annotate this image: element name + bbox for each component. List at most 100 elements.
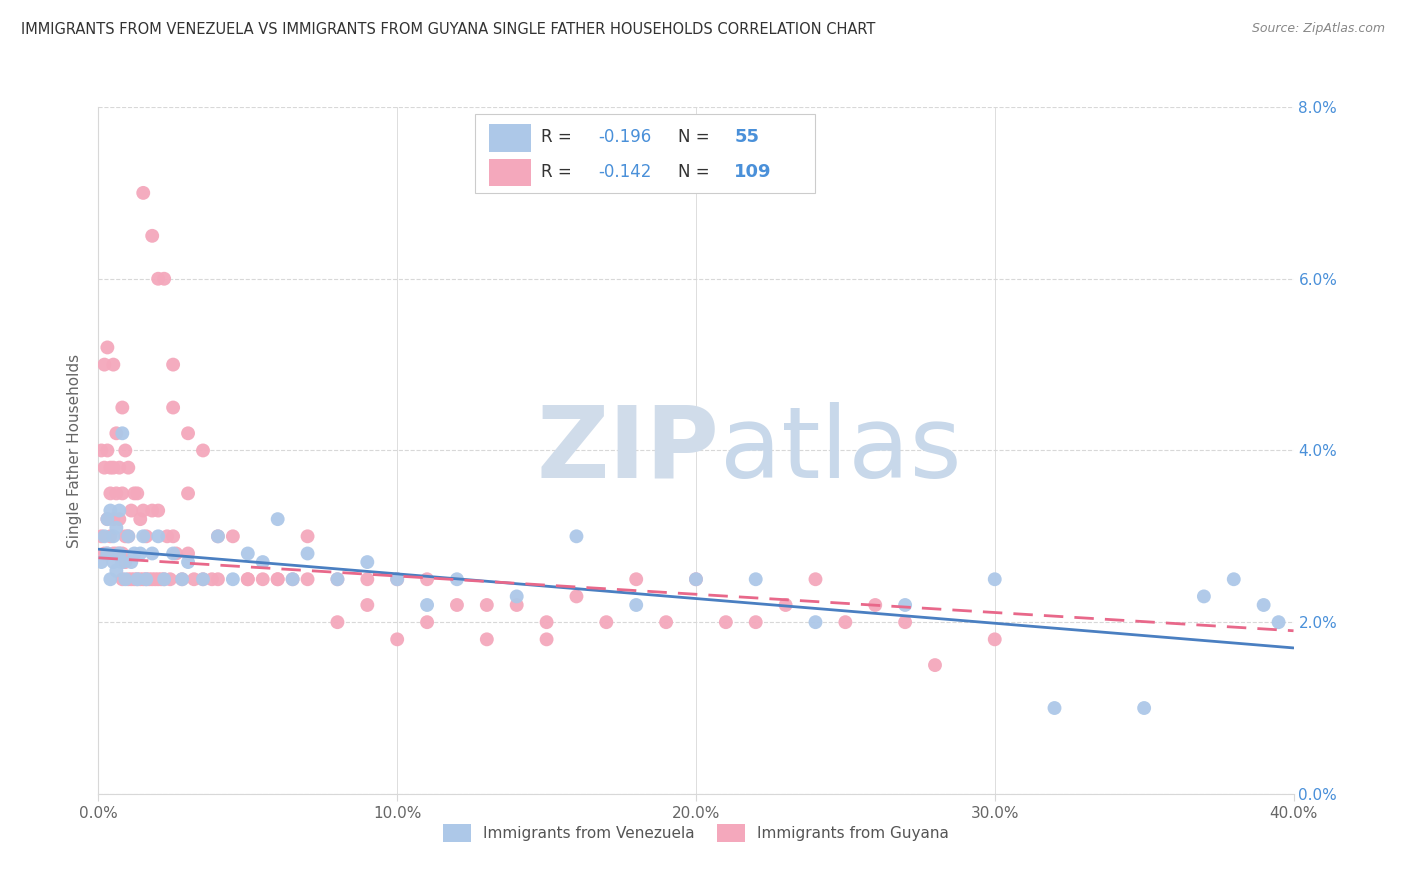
Point xyxy=(105,426,128,441)
Point xyxy=(153,572,176,586)
Point xyxy=(108,460,131,475)
Text: R =: R = xyxy=(541,163,576,181)
Point xyxy=(135,572,157,586)
Point xyxy=(356,598,378,612)
Point xyxy=(124,546,146,561)
Point xyxy=(111,546,134,561)
Point xyxy=(165,546,187,561)
Point xyxy=(103,460,125,475)
Point xyxy=(565,529,588,543)
Point xyxy=(655,615,678,630)
Point xyxy=(148,503,170,517)
Text: 109: 109 xyxy=(734,163,772,181)
Point xyxy=(111,486,134,500)
Point xyxy=(111,572,134,586)
Point xyxy=(132,529,155,543)
Point xyxy=(281,572,304,586)
Point xyxy=(191,572,214,586)
Point xyxy=(222,572,245,586)
Point xyxy=(141,546,163,561)
Point xyxy=(1133,701,1156,715)
Point xyxy=(191,443,214,458)
Point xyxy=(924,658,946,673)
Point xyxy=(103,555,125,569)
Point xyxy=(177,555,200,569)
Point xyxy=(120,555,142,569)
Point xyxy=(416,598,439,612)
Point xyxy=(565,590,588,604)
Text: Source: ZipAtlas.com: Source: ZipAtlas.com xyxy=(1251,22,1385,36)
FancyBboxPatch shape xyxy=(489,159,531,186)
Point xyxy=(159,572,181,586)
Point xyxy=(98,529,122,543)
Point xyxy=(132,503,155,517)
Text: atlas: atlas xyxy=(720,402,962,499)
Point xyxy=(267,572,290,586)
Point xyxy=(108,546,131,561)
Point xyxy=(236,546,259,561)
Point xyxy=(685,572,707,586)
Point xyxy=(326,572,349,586)
Point xyxy=(127,572,149,586)
Point xyxy=(117,460,139,475)
Point xyxy=(834,615,856,630)
Text: N =: N = xyxy=(678,163,714,181)
Point xyxy=(117,572,139,586)
Point xyxy=(281,572,304,586)
Y-axis label: Single Father Households: Single Father Households xyxy=(67,353,83,548)
Point xyxy=(1253,598,1275,612)
Point xyxy=(714,615,737,630)
Point xyxy=(356,572,378,586)
Point xyxy=(222,529,245,543)
Point xyxy=(297,529,319,543)
Point xyxy=(90,443,112,458)
Point xyxy=(201,572,224,586)
Text: R =: R = xyxy=(541,128,576,145)
Point xyxy=(132,572,155,586)
Point xyxy=(252,572,274,586)
Point xyxy=(114,555,136,569)
Point xyxy=(98,572,122,586)
Legend: Immigrants from Venezuela, Immigrants from Guyana: Immigrants from Venezuela, Immigrants fr… xyxy=(437,818,955,848)
Point xyxy=(129,546,152,561)
Point xyxy=(98,486,122,500)
Point xyxy=(267,572,290,586)
Point xyxy=(177,546,200,561)
Point xyxy=(745,572,768,586)
Point xyxy=(984,632,1007,647)
Point xyxy=(148,529,170,543)
Point xyxy=(297,546,319,561)
Point xyxy=(156,529,179,543)
Point xyxy=(103,358,125,372)
Point xyxy=(108,546,131,561)
Point xyxy=(93,546,115,561)
Point xyxy=(416,615,439,630)
Point xyxy=(129,572,152,586)
Point xyxy=(894,615,917,630)
Point xyxy=(172,572,194,586)
Point xyxy=(105,564,128,578)
Point xyxy=(177,486,200,500)
Point xyxy=(135,572,157,586)
Point xyxy=(148,572,170,586)
Point xyxy=(475,632,498,647)
Point xyxy=(105,486,128,500)
Point xyxy=(105,521,128,535)
Point xyxy=(894,598,917,612)
Point xyxy=(111,555,134,569)
Point xyxy=(96,341,118,355)
Point xyxy=(745,615,768,630)
Point xyxy=(475,598,498,612)
Point xyxy=(150,572,173,586)
Text: N =: N = xyxy=(678,128,714,145)
Point xyxy=(236,572,259,586)
Point xyxy=(117,529,139,543)
Text: 55: 55 xyxy=(734,128,759,145)
Point xyxy=(135,529,157,543)
Point xyxy=(385,572,409,586)
Point xyxy=(416,572,439,586)
Point xyxy=(804,572,827,586)
Point xyxy=(138,572,160,586)
Point xyxy=(124,572,146,586)
Point xyxy=(103,512,125,526)
